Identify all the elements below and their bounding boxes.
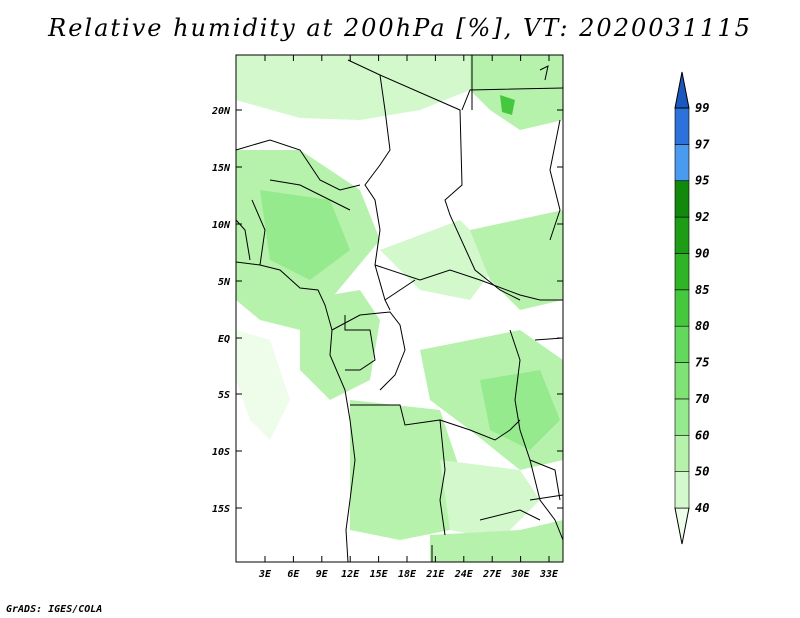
lat-label: 10S [212,447,230,458]
longitude-axis: 3E 6E 9E 12E 15E 18E 21E 24E 27E 30E 33E [258,55,559,580]
lon-label: 12E [341,569,360,580]
lon-label: 18E [398,569,417,580]
colorbar-segment [674,180,690,218]
colorbar-label: 97 [695,137,710,151]
lat-label: 20N [211,106,231,117]
lon-label: 33E [539,569,559,580]
map-title: Relative humidity at 200hPa [%], VT: 202… [48,14,752,42]
lon-label: 27E [482,569,502,580]
lon-label: 9E [316,569,329,580]
colorbar-segment [674,398,690,436]
colorbar-label: 50 [695,465,709,479]
colorbar: 40 50 60 70 75 80 85 90 92 95 97 99 [674,71,710,545]
colorbar-segment [674,325,690,363]
map-frame [235,54,564,563]
colorbar-label: 90 [695,246,709,260]
lon-label: 24E [454,569,474,580]
colorbar-segment [674,107,690,145]
colorbar-label: 95 [695,174,709,188]
colorbar-segment [674,434,690,472]
lon-label: 30E [511,569,531,580]
country-borders [235,55,564,563]
colorbar-segment [674,144,690,182]
colorbar-segment [674,216,690,254]
lon-label: 21E [425,569,445,580]
colorbar-label: 70 [695,392,709,406]
lon-label: 3E [258,569,272,580]
colorbar-label: 80 [695,319,709,333]
colorbar-label: 40 [695,501,709,515]
lat-label: 15S [212,504,230,515]
colorbar-label: 60 [695,428,709,442]
lat-label: 5S [218,390,230,401]
grads-credit: GrADS: IGES/COLA [6,604,103,615]
lat-label: 10N [212,220,231,231]
colorbar-segment [674,253,690,291]
colorbar-label: 85 [695,283,709,297]
latitude-axis: 20N 15N 10N 5N EQ 5S 10S 15S [211,106,563,515]
colorbar-label: 99 [695,101,709,115]
colorbar-label: 75 [695,356,709,370]
lat-label: EQ [218,334,230,345]
colorbar-label: 92 [695,210,709,224]
lon-label: 6E [287,569,300,580]
colorbar-segment [674,471,690,509]
colorbar-bottom-arrow [674,507,690,545]
lat-label: 5N [218,277,231,288]
lon-label: 15E [370,569,389,580]
humidity-shading [236,55,563,562]
colorbar-top-arrow [674,71,690,109]
lat-label: 15N [212,163,231,174]
colorbar-segment [674,362,690,400]
colorbar-segment [674,289,690,327]
